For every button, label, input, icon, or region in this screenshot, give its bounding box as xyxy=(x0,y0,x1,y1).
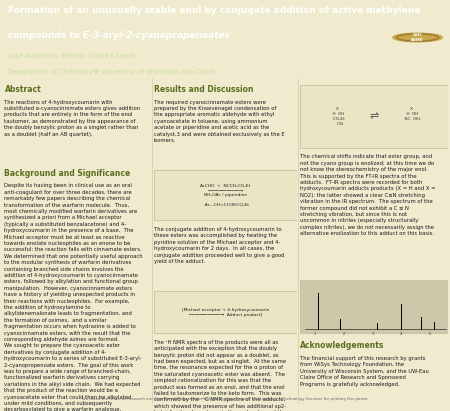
Text: 2: 2 xyxy=(342,332,345,336)
Text: 1: 1 xyxy=(314,332,316,336)
Text: 4: 4 xyxy=(400,332,402,336)
Text: Formation of an unusually stable enol by conjugate addition of active methylene: Formation of an unusually stable enol by… xyxy=(8,6,420,15)
Text: Luke Anderson, Mentor: David E Lewis: Luke Anderson, Mentor: David E Lewis xyxy=(8,53,135,59)
Text: The conjugate addition of 4-hydroxycoumarin to
these esters was accomplished by : The conjugate addition of 4-hydroxycouma… xyxy=(154,227,284,264)
Text: The ¹H NMR spectra of the products were all as
anticipated with the exception th: The ¹H NMR spectra of the products were … xyxy=(154,340,286,411)
Text: 3: 3 xyxy=(371,332,374,336)
FancyBboxPatch shape xyxy=(154,291,297,333)
FancyBboxPatch shape xyxy=(154,171,297,220)
Circle shape xyxy=(393,33,442,42)
FancyBboxPatch shape xyxy=(300,85,448,148)
Text: ⇌: ⇌ xyxy=(369,111,378,121)
Text: The financial support of this research by grants
from WiSys Technology Foundatio: The financial support of this research b… xyxy=(300,356,429,387)
Text: ArCHO  +  NCCH₂CO₂Et
────────────→
NH₄OAc / piperidine

  Ar—CH=C(CN)CO₂Et: ArCHO + NCCH₂CO₂Et ────────────→ NH₄OAc … xyxy=(200,184,251,207)
Text: We thank the Office of Research and Sponsored Programs for supporting the resear: We thank the Office of Research and Spon… xyxy=(82,397,369,401)
Text: Despite its having been in clinical use as an oral
anti-coagulant for over three: Despite its having been in clinical use … xyxy=(4,183,143,411)
FancyBboxPatch shape xyxy=(300,280,448,333)
Text: The reactions of 4-hydroxycoumarin with
substituted α-cyanocinnimate esters give: The reactions of 4-hydroxycoumarin with … xyxy=(4,99,140,136)
Text: Acknowledgements: Acknowledgements xyxy=(300,342,384,351)
Text: Abstract: Abstract xyxy=(4,85,41,94)
Text: X
  H  OH
   CO₂Et
    CN: X H OH CO₂Et CN xyxy=(329,106,345,126)
Text: The chemical shifts indicate that ester group, and
not the cyano group is enoliz: The chemical shifts indicate that ester … xyxy=(300,155,436,236)
Text: Background and Significance: Background and Significance xyxy=(4,169,131,178)
Text: UWEC
AWARD: UWEC AWARD xyxy=(411,33,424,42)
Text: [Michael acceptor + 4-hydroxycoumarin
────────────→  Adduct product]: [Michael acceptor + 4-hydroxycoumarin ──… xyxy=(182,308,269,317)
Text: compounds to E-3-aryl-2-cyanopropenoates: compounds to E-3-aryl-2-cyanopropenoates xyxy=(8,31,230,40)
Text: Results and Discussion: Results and Discussion xyxy=(154,85,253,94)
Text: Department of Chemistry❖ University of Wisconsin-Eau Claire: Department of Chemistry❖ University of W… xyxy=(8,69,216,75)
Text: X
  H  OH
  NC  OEt: X H OH NC OEt xyxy=(402,106,420,126)
Text: The required cyanocinnamate esters were
prepared by the Knoevenagel condensation: The required cyanocinnamate esters were … xyxy=(154,99,284,143)
Text: 5: 5 xyxy=(429,332,431,336)
